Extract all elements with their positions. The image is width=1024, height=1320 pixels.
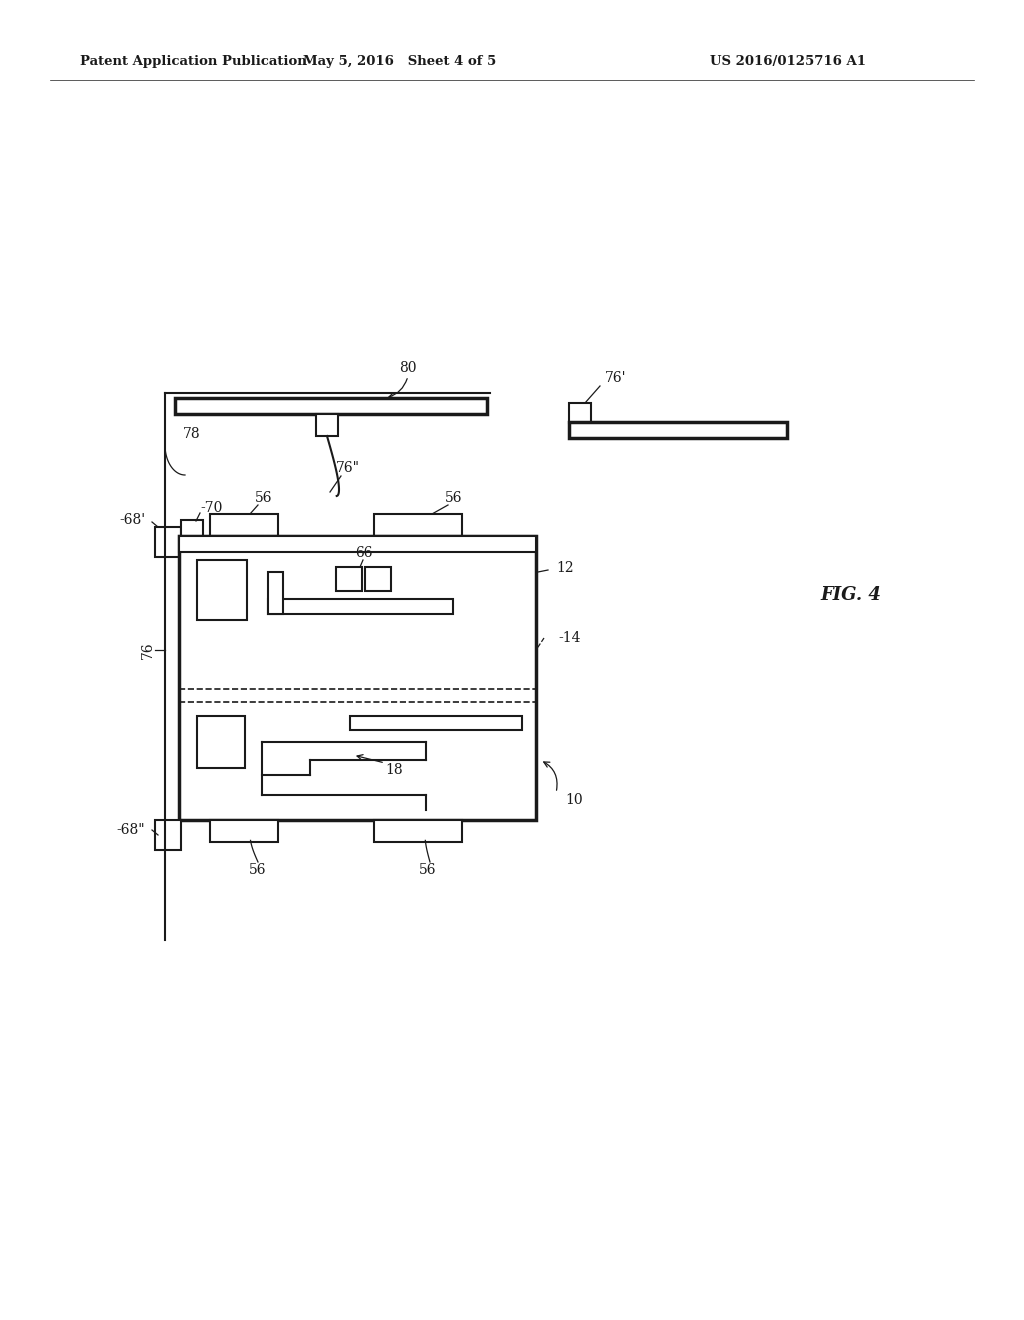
Text: 56: 56	[419, 863, 437, 876]
Text: 76: 76	[141, 642, 155, 659]
Bar	[316, 414, 338, 436]
Text: 12: 12	[556, 561, 573, 576]
Bar	[197, 560, 247, 620]
Bar	[268, 572, 283, 614]
Bar	[179, 536, 536, 820]
Text: 78: 78	[183, 426, 201, 441]
Bar	[336, 568, 362, 591]
Text: 10: 10	[565, 793, 583, 807]
Bar	[175, 399, 487, 414]
Text: 56: 56	[255, 491, 272, 506]
Text: 18: 18	[385, 763, 402, 777]
Text: -68": -68"	[117, 822, 145, 837]
Text: Patent Application Publication: Patent Application Publication	[80, 55, 307, 69]
Text: 80: 80	[399, 360, 417, 375]
Bar	[268, 599, 453, 614]
Bar	[569, 422, 787, 438]
Bar	[210, 513, 278, 536]
Bar	[365, 568, 391, 591]
Text: 56: 56	[445, 491, 463, 506]
Bar	[179, 536, 536, 552]
Text: FIG. 4: FIG. 4	[820, 586, 881, 605]
Text: 76": 76"	[336, 461, 360, 475]
Bar	[374, 820, 462, 842]
Text: -70: -70	[200, 502, 222, 515]
Bar	[569, 403, 591, 422]
Bar	[197, 715, 245, 768]
Text: 66: 66	[355, 546, 373, 560]
Bar	[374, 513, 462, 536]
Text: 56: 56	[249, 863, 266, 876]
Bar	[210, 820, 278, 842]
Text: May 5, 2016   Sheet 4 of 5: May 5, 2016 Sheet 4 of 5	[303, 55, 497, 69]
Bar	[155, 820, 181, 850]
Text: -68': -68'	[119, 513, 145, 527]
Bar	[350, 715, 522, 730]
Text: 76': 76'	[605, 371, 627, 385]
Text: US 2016/0125716 A1: US 2016/0125716 A1	[710, 55, 866, 69]
Bar	[155, 527, 181, 557]
Text: -14: -14	[558, 631, 581, 645]
Bar	[181, 520, 203, 539]
